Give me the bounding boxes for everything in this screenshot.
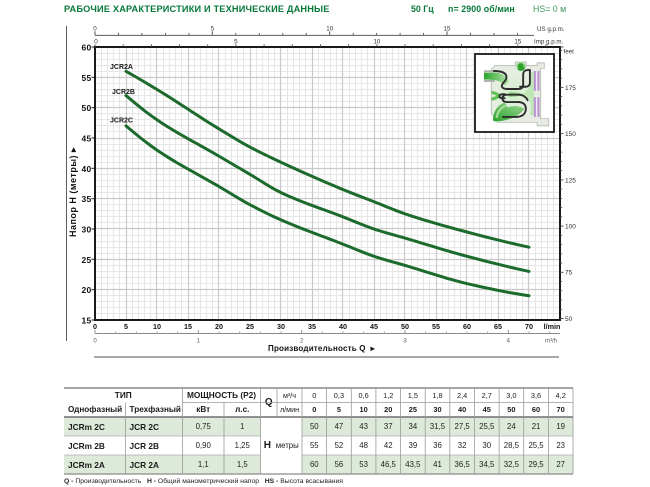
svg-text:Напор H (метры) ▸: Напор H (метры) ▸: [68, 147, 78, 237]
svg-text:3: 3: [403, 339, 407, 345]
svg-text:15: 15: [184, 322, 192, 331]
svg-text:55: 55: [432, 322, 440, 331]
svg-text:10: 10: [326, 26, 333, 33]
svg-text:US g.p.m.: US g.p.m.: [537, 26, 565, 33]
svg-text:0: 0: [93, 26, 97, 33]
svg-text:1: 1: [197, 339, 201, 345]
svg-text:100: 100: [565, 224, 576, 231]
svg-text:15: 15: [514, 39, 521, 46]
svg-text:JCR2C: JCR2C: [110, 118, 133, 125]
svg-text:175: 175: [565, 85, 576, 92]
svg-text:m³/h: m³/h: [545, 339, 557, 345]
svg-text:30: 30: [277, 322, 285, 331]
svg-text:10: 10: [373, 39, 380, 46]
svg-text:45: 45: [81, 134, 91, 144]
svg-text:30: 30: [81, 225, 91, 235]
svg-text:20: 20: [81, 285, 91, 295]
svg-text:2: 2: [300, 339, 304, 345]
svg-text:10: 10: [153, 322, 161, 331]
svg-text:0: 0: [93, 322, 97, 331]
svg-text:40: 40: [339, 322, 347, 331]
svg-text:0: 0: [93, 339, 97, 345]
svg-text:55: 55: [81, 73, 91, 83]
svg-text:4: 4: [507, 339, 511, 345]
svg-text:50: 50: [81, 103, 91, 113]
svg-text:60: 60: [81, 43, 91, 53]
svg-text:70: 70: [525, 322, 533, 331]
svg-text:25: 25: [246, 322, 254, 331]
svg-text:50: 50: [565, 316, 573, 323]
svg-text:45: 45: [370, 322, 378, 331]
svg-text:15: 15: [444, 26, 451, 33]
svg-text:Imp g.p.m.: Imp g.p.m.: [534, 39, 564, 46]
svg-text:0: 0: [94, 39, 98, 46]
svg-text:5: 5: [124, 322, 128, 331]
svg-text:150: 150: [565, 131, 576, 138]
svg-text:JCR2B: JCR2B: [112, 89, 135, 96]
svg-text:35: 35: [308, 322, 316, 331]
svg-text:feet: feet: [564, 49, 575, 56]
svg-text:40: 40: [81, 164, 91, 174]
svg-text:50: 50: [401, 322, 409, 331]
svg-text:l/min: l/min: [544, 322, 561, 331]
svg-text:5: 5: [234, 39, 238, 46]
svg-text:125: 125: [565, 177, 576, 184]
svg-text:5: 5: [211, 26, 215, 33]
svg-text:JCR2A: JCR2A: [110, 64, 133, 71]
svg-text:65: 65: [494, 322, 502, 331]
svg-text:20: 20: [215, 322, 223, 331]
svg-text:75: 75: [565, 270, 573, 277]
svg-text:35: 35: [81, 194, 91, 204]
svg-text:60: 60: [463, 322, 471, 331]
svg-text:25: 25: [81, 255, 91, 265]
svg-text:15: 15: [81, 316, 91, 326]
